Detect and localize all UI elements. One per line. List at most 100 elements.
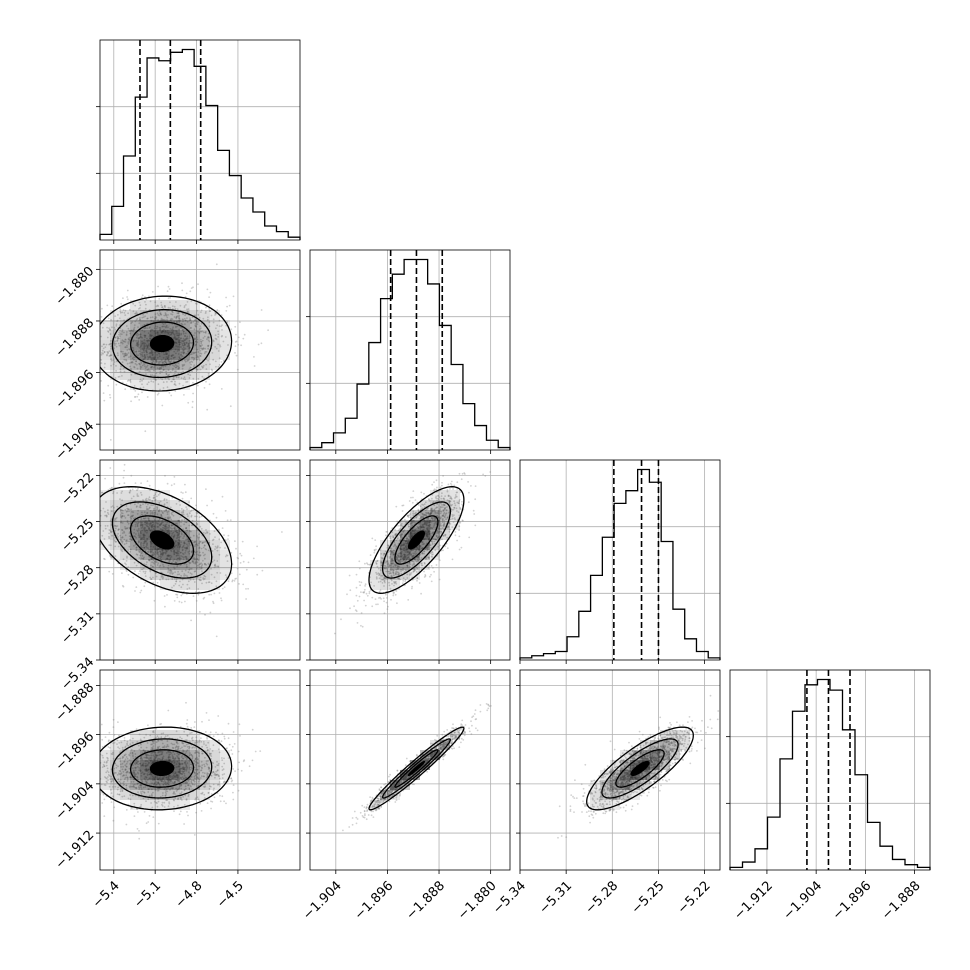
sample-point (92, 388, 94, 390)
sample-point (165, 372, 168, 375)
sample-point (175, 561, 177, 564)
sample-point (196, 358, 198, 361)
sample-point (234, 345, 237, 348)
sample-point (126, 521, 129, 523)
sample-point (206, 338, 208, 341)
sample-point (187, 551, 190, 553)
sample-point (121, 512, 124, 515)
sample-point (215, 585, 218, 588)
sample-point (212, 512, 215, 515)
sample-point (135, 311, 138, 313)
sample-point (144, 367, 147, 369)
sample-point (211, 499, 213, 502)
sample-point (190, 497, 193, 500)
density-cell (160, 370, 170, 380)
sample-point (221, 587, 224, 590)
sample-point (97, 523, 99, 525)
sample-point (173, 528, 176, 531)
sample-point (149, 576, 152, 579)
sample-point (84, 356, 86, 358)
sample-point (194, 302, 197, 305)
sample-point (392, 571, 394, 573)
sample-point (123, 340, 125, 343)
sample-point (154, 315, 157, 318)
sample-point (138, 307, 140, 310)
sample-point (245, 598, 248, 600)
sample-point (116, 492, 118, 494)
sample-point (196, 550, 198, 553)
sample-point (165, 325, 168, 328)
density-cell (180, 330, 190, 340)
sample-point (214, 312, 217, 314)
sample-point (137, 345, 139, 348)
sample-point (147, 503, 149, 506)
sample-point (135, 533, 137, 535)
sample-point (169, 371, 172, 373)
sample-point (137, 341, 139, 344)
sample-point (126, 520, 129, 522)
sample-point (94, 348, 96, 350)
sample-point (166, 319, 168, 321)
sample-point (108, 570, 111, 573)
sample-point (104, 477, 106, 480)
sample-point (358, 567, 361, 570)
sample-point (206, 318, 209, 321)
sample-point (55, 492, 57, 494)
sample-point (127, 514, 129, 516)
sample-point (192, 560, 195, 563)
density-cell (380, 580, 390, 590)
sample-point (194, 570, 197, 573)
sample-point (118, 559, 121, 562)
sample-point (218, 553, 221, 556)
sample-point (175, 580, 178, 583)
sample-point (242, 560, 245, 563)
sample-point (129, 522, 132, 525)
sample-point (121, 529, 123, 531)
sample-point (180, 533, 183, 536)
sample-point (177, 367, 180, 370)
density-cell (180, 580, 190, 590)
sample-point (182, 537, 185, 539)
sample-point (185, 527, 188, 530)
sample-point (134, 396, 136, 398)
sample-point (182, 364, 185, 367)
sample-point (221, 527, 224, 529)
sample-point (135, 363, 138, 366)
density-cell (120, 330, 130, 340)
sample-point (119, 514, 122, 516)
sample-point (115, 342, 117, 345)
sample-point (208, 321, 211, 324)
sample-point (178, 314, 181, 317)
sample-point (152, 554, 154, 557)
sample-point (199, 327, 202, 330)
sample-point (127, 508, 130, 511)
sample-point (211, 369, 214, 372)
sample-point (129, 550, 132, 553)
sample-point (140, 494, 143, 496)
sample-point (89, 514, 91, 516)
sample-point (218, 357, 221, 360)
density-cell (160, 320, 170, 330)
sample-point (189, 578, 192, 581)
sample-point (133, 358, 135, 361)
sample-point (138, 337, 140, 340)
sample-point (114, 524, 117, 527)
sample-point (109, 439, 112, 441)
sample-point (148, 559, 151, 562)
sample-point (161, 404, 164, 407)
sample-point (157, 555, 160, 557)
sample-point (208, 593, 211, 596)
sample-point (146, 369, 149, 372)
sample-point (154, 317, 156, 320)
sample-point (187, 373, 190, 376)
sample-point (139, 363, 141, 366)
sample-point (139, 504, 142, 507)
sample-point (141, 554, 144, 557)
sample-point (207, 562, 210, 565)
sample-point (202, 532, 205, 534)
density-cell (200, 570, 210, 580)
sample-point (109, 487, 112, 490)
density-cell (190, 530, 200, 540)
sample-point (181, 365, 184, 368)
density-cell (110, 320, 120, 330)
